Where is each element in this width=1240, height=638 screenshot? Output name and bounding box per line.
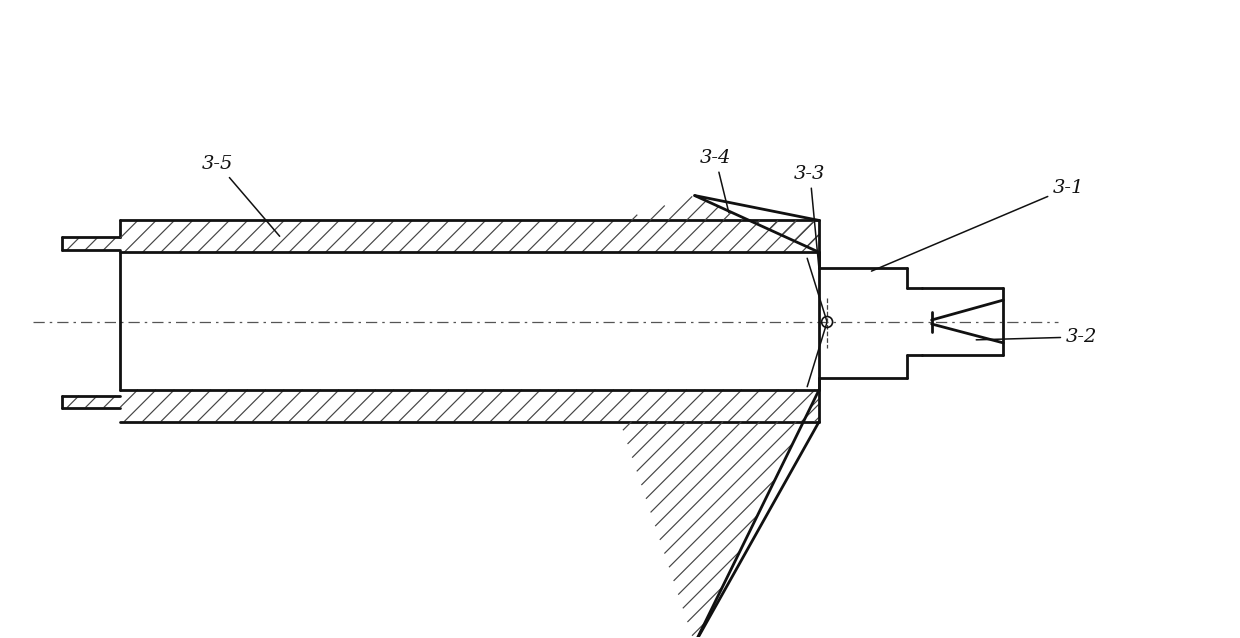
Polygon shape bbox=[620, 195, 820, 252]
Polygon shape bbox=[62, 396, 120, 408]
Text: 3-3: 3-3 bbox=[795, 165, 826, 267]
Text: 3-2: 3-2 bbox=[976, 328, 1097, 346]
Polygon shape bbox=[120, 390, 820, 422]
Polygon shape bbox=[62, 237, 120, 250]
Text: 3-1: 3-1 bbox=[872, 179, 1085, 271]
Text: 3-4: 3-4 bbox=[699, 149, 732, 212]
Polygon shape bbox=[620, 390, 820, 638]
Text: 3-5: 3-5 bbox=[202, 154, 280, 236]
Polygon shape bbox=[120, 221, 820, 252]
